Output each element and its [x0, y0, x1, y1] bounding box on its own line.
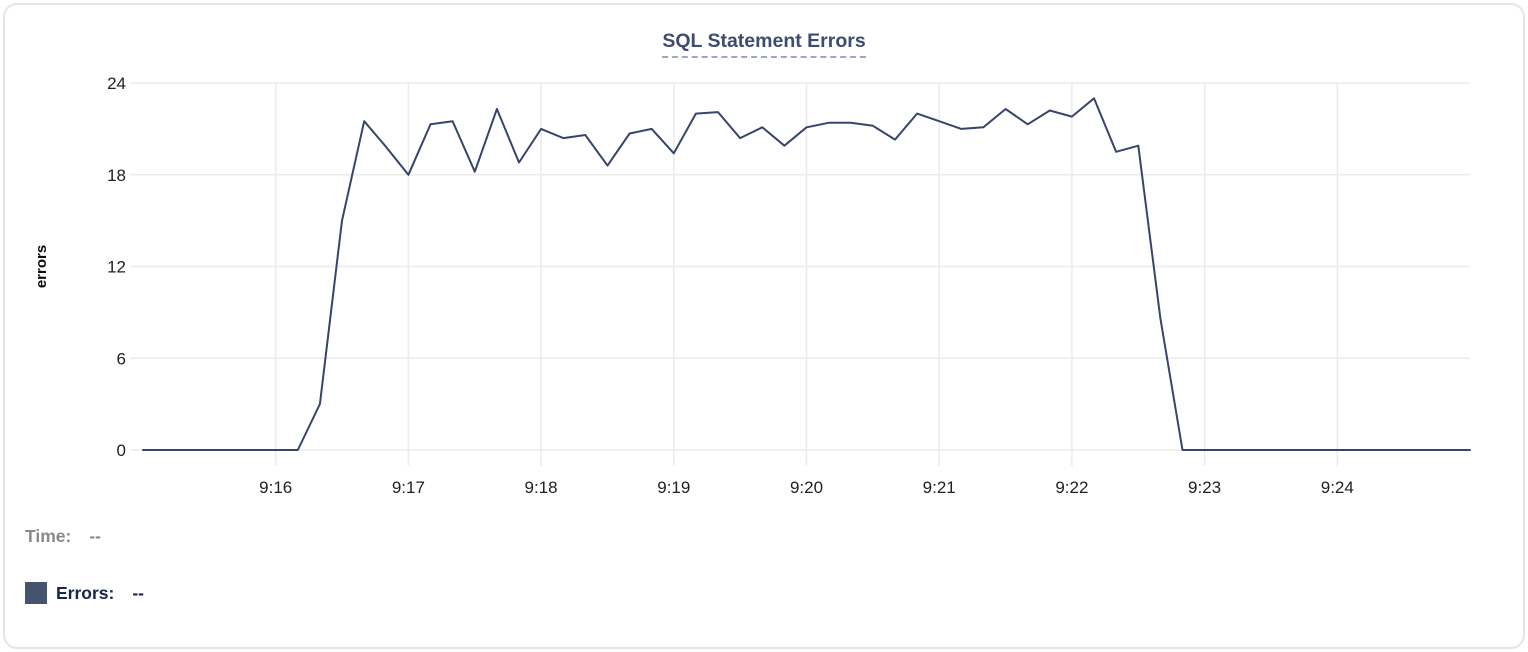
x-tick-label: 9:16 — [259, 478, 292, 497]
chart-title-link[interactable]: SQL Statement Errors — [662, 30, 866, 58]
legend-time-row: Time: -- — [25, 526, 101, 547]
x-tick-label: 9:19 — [657, 478, 690, 497]
x-tick-label: 9:17 — [392, 478, 425, 497]
legend-errors-row: Errors: -- — [25, 582, 144, 604]
y-axis-title: errors — [33, 245, 50, 288]
gridlines — [130, 82, 1470, 466]
legend-errors-value: -- — [132, 582, 145, 603]
y-tick-label: 24 — [107, 74, 126, 93]
legend-errors-label: Errors: — [56, 582, 115, 603]
legend-time-label: Time: — [25, 526, 72, 546]
x-tick-label: 9:18 — [525, 478, 558, 497]
x-tick-label: 9:20 — [790, 478, 823, 497]
x-tick-label: 9:24 — [1321, 478, 1354, 497]
chart-header: SQL Statement Errors — [0, 30, 1528, 58]
x-tick-label: 9:22 — [1055, 478, 1088, 497]
chart-card — [3, 3, 1525, 649]
y-tick-label: 6 — [117, 349, 126, 368]
legend-time-value: -- — [89, 526, 102, 546]
x-tick-label: 9:21 — [923, 478, 956, 497]
x-tick-label: 9:23 — [1188, 478, 1221, 497]
y-tick-label: 12 — [107, 258, 126, 277]
errors-line-chart[interactable]: 0 6 12 18 24 9:16 9:17 9:18 9:19 9:20 9:21 9:22 9:23… — [0, 0, 1528, 512]
y-tick-label: 18 — [107, 166, 126, 185]
errors-series-swatch — [25, 582, 47, 604]
axis-tick-labels: 0 6 12 18 24 9:16 9:17 9:18 9:19 9:20 9:21 9:22 9:23… — [33, 74, 1354, 497]
errors-series-line — [142, 97, 1471, 451]
y-tick-label: 0 — [117, 441, 126, 460]
